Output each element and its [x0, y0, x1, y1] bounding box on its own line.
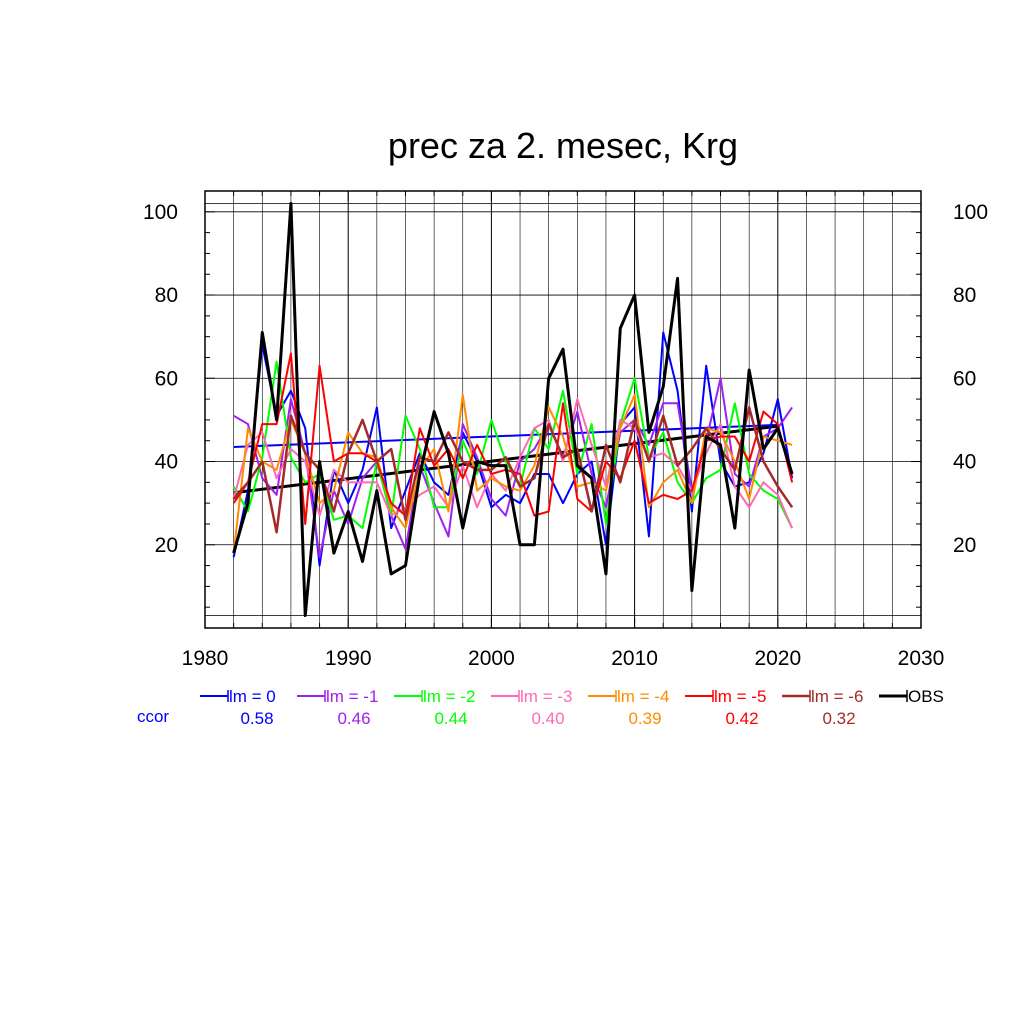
- legend-label: OBS: [908, 687, 944, 706]
- y-tick-label-right: 100: [953, 201, 988, 224]
- series-line-6: [232, 406, 794, 534]
- y-tick-label-right: 80: [953, 284, 976, 307]
- chart-title: prec za 2. mesec, Krg: [388, 125, 738, 166]
- ccor-value: 0.40: [531, 709, 564, 728]
- legend-label: lm = 0: [229, 687, 276, 706]
- ccor-value: 0.44: [434, 709, 467, 728]
- y-tick-label-left: 20: [155, 534, 178, 557]
- legend-label: lm = -4: [617, 687, 669, 706]
- y-tick-label-right: 20: [953, 534, 976, 557]
- axis-ticks: [204, 191, 922, 628]
- legend-label: lm = -5: [714, 687, 766, 706]
- y-tick-label-right: 60: [953, 367, 976, 390]
- ccor-value: 0.32: [822, 709, 855, 728]
- x-tick-label: 1980: [182, 647, 229, 670]
- x-tick-label: 1990: [325, 647, 372, 670]
- y-axis-right-tick-labels: 20 40 60 80 100: [953, 201, 988, 557]
- ccor-value: 0.42: [725, 709, 758, 728]
- x-tick-label: 2010: [611, 647, 658, 670]
- x-tick-label: 2030: [898, 647, 945, 670]
- legend-label: lm = -2: [423, 687, 475, 706]
- x-axis-tick-labels: 1980 1990 2000 2010 2020 2030: [182, 647, 945, 670]
- y-tick-label-right: 40: [953, 451, 976, 474]
- plot-frame: [204, 190, 922, 629]
- ccor-values: 0.58 0.46 0.44 0.40 0.39 0.42 0.32: [240, 709, 855, 728]
- ccor-value: 0.46: [337, 709, 370, 728]
- legend: lm = 0 lm = -1 lm = -2 lm = -3 lm = -4 lm = -…: [200, 687, 944, 706]
- ccor-value: 0.39: [628, 709, 661, 728]
- series-lines: [232, 201, 794, 618]
- legend-label: lm = -1: [326, 687, 378, 706]
- legend-label: lm = -3: [520, 687, 572, 706]
- legend-label: lm = -6: [811, 687, 863, 706]
- y-axis-left-tick-labels: 20 40 60 80 100: [143, 201, 178, 557]
- series-line-7: [232, 201, 794, 618]
- trend-line-0: [233, 423, 778, 448]
- x-tick-label: 2020: [754, 647, 801, 670]
- ccor-label: ccor: [137, 707, 169, 726]
- y-tick-label-left: 80: [155, 284, 178, 307]
- x-tick-label: 2000: [468, 647, 515, 670]
- y-tick-label-left: 100: [143, 201, 178, 224]
- ccor-value: 0.58: [240, 709, 273, 728]
- y-tick-label-left: 40: [155, 451, 178, 474]
- y-tick-label-left: 60: [155, 367, 178, 390]
